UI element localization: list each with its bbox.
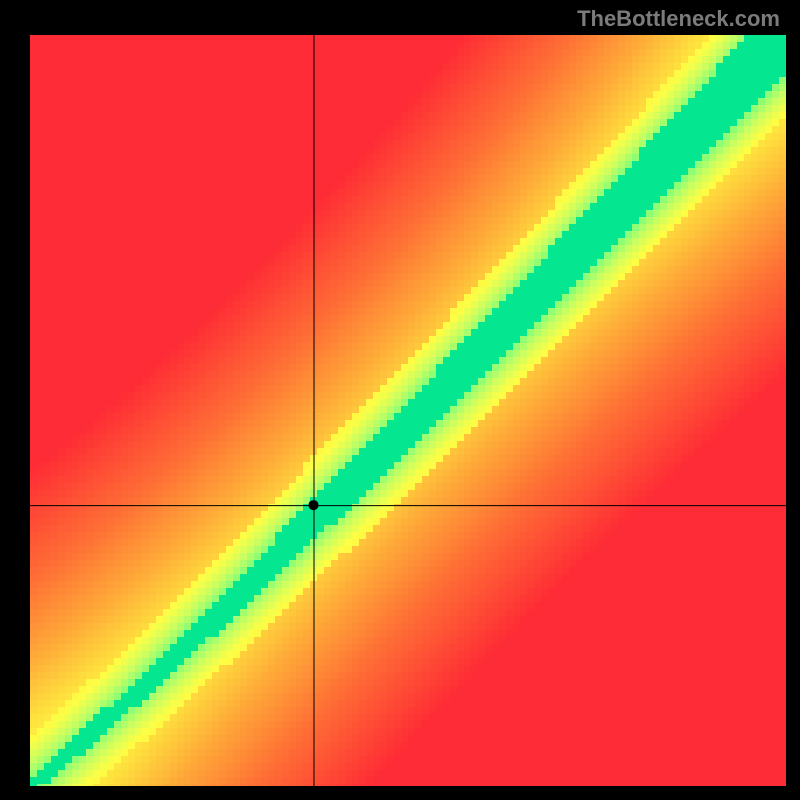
chart-container: TheBottleneck.com — [0, 0, 800, 800]
bottleneck-heatmap — [0, 0, 800, 800]
watermark-text: TheBottleneck.com — [577, 6, 780, 32]
